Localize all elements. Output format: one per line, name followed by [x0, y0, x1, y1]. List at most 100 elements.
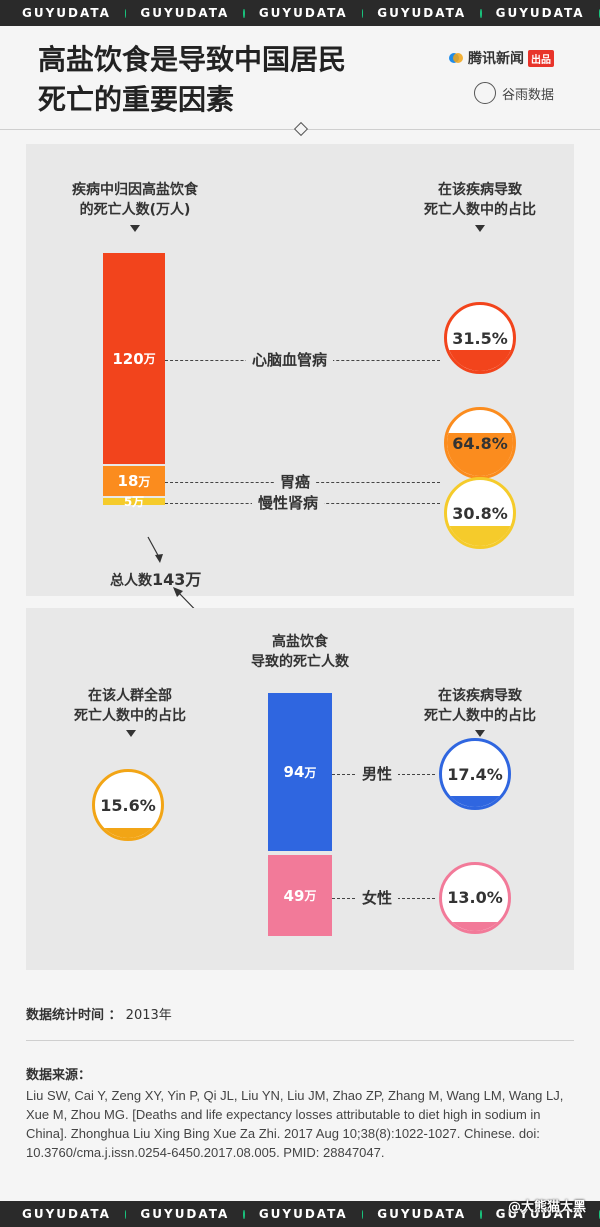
gauge-male-value: 17.4%: [447, 764, 503, 784]
green-dot-icon: [124, 8, 127, 18]
publisher-name: 腾讯新闻: [468, 51, 524, 67]
gauge-stomach: 64.8%: [444, 407, 516, 479]
total-value: 143万: [152, 570, 202, 589]
partner-logo: 谷雨数据: [473, 82, 554, 104]
heading-line: 在该疾病导致: [438, 688, 522, 704]
gauge-overall: 15.6%: [92, 769, 164, 841]
gauge-female: 13.0%: [439, 861, 511, 934]
gauge-female-fill: [442, 922, 508, 931]
green-dot-icon: [243, 8, 245, 18]
publisher-badge: 出品: [528, 49, 554, 67]
green-dot-icon: [480, 1209, 482, 1219]
arrow-to-total-icon: [147, 536, 163, 563]
title-line-1: 高盐饮食是导致中国居民: [38, 43, 347, 76]
heading-line: 高盐饮食: [272, 634, 328, 650]
bar-value: 120: [112, 349, 144, 368]
bar-unit: 万: [304, 889, 317, 904]
heading-line: 疾病中归因高盐饮食: [72, 182, 198, 198]
gauge-female-value: 13.0%: [447, 888, 503, 908]
total-deaths: 总人数143万: [110, 566, 201, 590]
footer-divider: [26, 1040, 574, 1041]
title-line-2: 死亡的重要因素: [38, 83, 235, 116]
guyu-logo-icon: [473, 82, 496, 104]
gauge-cardio-value: 31.5%: [452, 328, 508, 348]
brand-text: GUYUDATA: [140, 1207, 230, 1221]
partner-name: 谷雨数据: [501, 87, 554, 103]
green-dot-icon: [598, 8, 600, 18]
gauge-kidney-value: 30.8%: [452, 503, 508, 523]
category-label-male: 男性: [356, 764, 399, 785]
gauge-stomach-value: 64.8%: [452, 433, 508, 453]
category-label-cardio: 心脑血管病: [246, 349, 334, 370]
disease-share-heading: 在该疾病导致 死亡人数中的占比: [390, 180, 570, 220]
bar-unit: 万: [143, 352, 156, 367]
category-label-female: 女性: [356, 887, 399, 908]
heading-line: 死亡人数中的占比: [424, 202, 536, 218]
down-triangle-icon: [475, 730, 485, 737]
header: 高盐饮食是导致中国居民 死亡的重要因素 腾讯新闻 出品 谷雨数据: [0, 26, 600, 122]
bar-unit: 万: [132, 495, 145, 510]
down-triangle-icon: [130, 225, 140, 232]
green-dot-icon: [598, 1209, 600, 1219]
brand-text: GUYUDATA: [140, 6, 230, 20]
bar-value: 18: [117, 472, 139, 491]
total-label: 总人数: [110, 573, 152, 589]
diamond-ornament: [293, 121, 309, 137]
gauge-cardio-fill: [447, 350, 513, 371]
bar-male: 94 万: [268, 693, 332, 852]
green-dot-icon: [361, 8, 364, 18]
brand-text: GUYUDATA: [495, 6, 585, 20]
bar-value: 94: [283, 763, 305, 782]
watermark: @大熊猫大黑: [507, 1200, 586, 1215]
brand-text: GUYUDATA: [258, 6, 348, 20]
heading-line: 导致的死亡人数: [251, 654, 349, 670]
gauge-overall-fill: [95, 827, 161, 838]
down-triangle-icon: [475, 225, 485, 232]
gauge-male: 17.4%: [439, 738, 511, 811]
heading-line: 在该疾病导致: [438, 182, 522, 198]
top-brand-strip: GUYUDATA GUYUDATA GUYUDATA GUYUDATA GUYUDATA: [0, 0, 600, 26]
gauge-kidney-fill: [447, 525, 513, 546]
down-triangle-icon: [126, 730, 136, 737]
heading-line: 死亡人数中的占比: [424, 708, 536, 724]
tencent-news-icon: [449, 53, 463, 63]
stat-time: 数据统计时间 ： 2013年: [26, 1004, 172, 1023]
gender-deaths-heading: 高盐饮食 导致的死亡人数: [220, 632, 380, 672]
gauge-kidney: 30.8%: [444, 477, 516, 549]
bar-value: 49: [283, 886, 305, 905]
overall-share-heading: 在该人群全部 死亡人数中的占比: [40, 686, 220, 726]
gauge-cardio: 31.5%: [444, 302, 516, 374]
category-label-kidney: 慢性肾病: [252, 492, 325, 513]
green-dot-icon: [124, 1209, 127, 1219]
heading-line: 在该人群全部: [88, 688, 172, 704]
heading-line: 的死亡人数(万人): [79, 202, 191, 218]
green-dot-icon: [480, 8, 482, 18]
green-dot-icon: [243, 1209, 245, 1219]
publisher-logo: 腾讯新闻 出品: [448, 48, 554, 68]
stat-time-value: 2013年: [125, 1008, 172, 1023]
page-title: 高盐饮食是导致中国居民 死亡的重要因素: [38, 40, 346, 120]
stat-time-label: 数据统计时间 ：: [26, 1008, 122, 1023]
green-dot-icon: [361, 1209, 364, 1219]
category-label-stomach: 胃癌: [274, 472, 317, 493]
gauge-male-fill: [442, 795, 508, 808]
brand-text: GUYUDATA: [22, 1207, 111, 1221]
gauge-stomach-fill: [447, 433, 513, 476]
source-title: 数据来源：: [26, 1068, 92, 1083]
brand-text: GUYUDATA: [22, 6, 111, 20]
gender-share-heading: 在该疾病导致 死亡人数中的占比: [390, 686, 570, 726]
bottom-brand-strip: GUYUDATA GUYUDATA GUYUDATA GUYUDATA GUYUDATA: [0, 1201, 600, 1227]
brand-text: GUYUDATA: [495, 1207, 585, 1221]
disease-deaths-heading: 疾病中归因高盐饮食 的死亡人数(万人): [40, 180, 230, 220]
brand-text: GUYUDATA: [377, 1207, 467, 1221]
bar-cardio: 120 万: [103, 253, 165, 465]
source-text: Liu SW, Cai Y, Zeng XY, Yin P, Qi JL, Li…: [26, 1088, 564, 1160]
gauge-overall-value: 15.6%: [100, 795, 156, 815]
bar-female: 49 万: [268, 855, 332, 936]
brand-text: GUYUDATA: [377, 6, 467, 20]
bar-unit: 万: [304, 765, 317, 780]
bar-stomach: 18 万: [103, 466, 165, 497]
heading-line: 死亡人数中的占比: [74, 708, 186, 724]
brand-text: GUYUDATA: [258, 1207, 348, 1221]
